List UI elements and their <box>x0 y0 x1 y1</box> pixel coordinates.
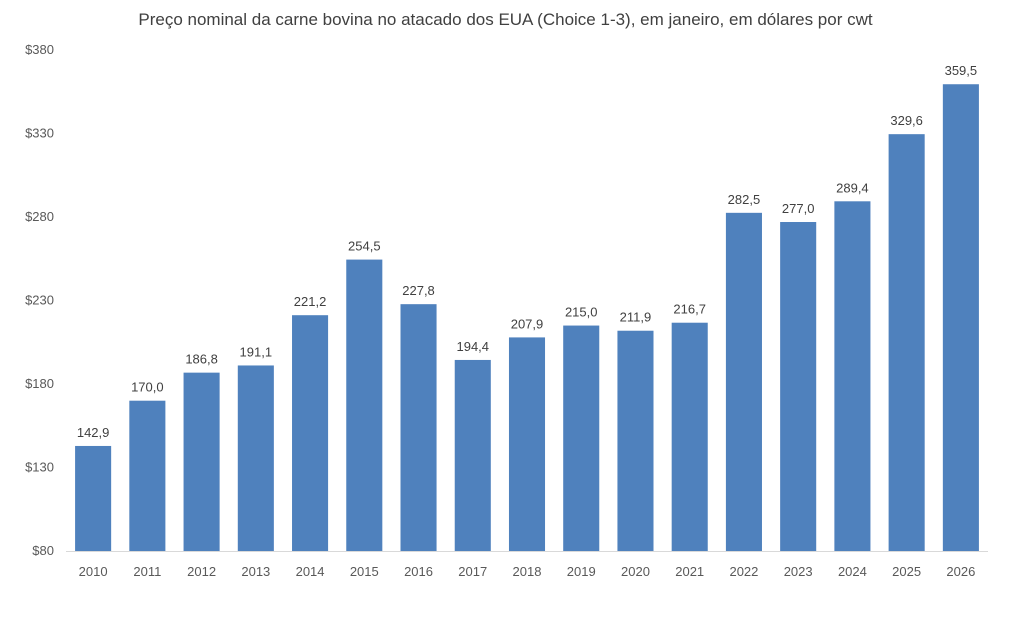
bar <box>563 325 600 551</box>
x-tick-label: 2021 <box>675 564 704 579</box>
bar <box>725 212 762 551</box>
x-tick-label: 2011 <box>133 564 161 579</box>
y-tick-label: $80 <box>32 543 54 558</box>
x-tick-label: 2025 <box>892 564 921 579</box>
data-label: 227,8 <box>402 283 435 298</box>
x-tick-label: 2020 <box>621 564 650 579</box>
data-label: 254,5 <box>348 239 381 254</box>
data-label: 221,2 <box>294 294 327 309</box>
bar <box>942 84 979 552</box>
data-label: 216,7 <box>673 302 706 317</box>
x-tick-label: 2022 <box>729 564 758 579</box>
x-tick-label: 2024 <box>838 564 867 579</box>
bar <box>834 201 871 551</box>
x-tick-label: 2010 <box>79 564 108 579</box>
bar <box>888 134 925 551</box>
data-label: 359,5 <box>945 63 978 78</box>
x-tick-label: 2016 <box>404 564 433 579</box>
x-tick-label: 2015 <box>350 564 379 579</box>
y-tick-label: $380 <box>25 42 54 57</box>
x-tick-label: 2014 <box>296 564 325 579</box>
x-tick-label: 2017 <box>458 564 487 579</box>
y-tick-label: $280 <box>25 209 54 224</box>
bar <box>237 365 274 551</box>
x-tick-label: 2018 <box>513 564 542 579</box>
data-label: 207,9 <box>511 316 544 331</box>
data-label: 329,6 <box>890 113 923 128</box>
data-label: 282,5 <box>728 192 761 207</box>
data-label: 194,4 <box>456 339 489 354</box>
data-label: 211,9 <box>620 310 652 325</box>
x-tick-label: 2023 <box>784 564 813 579</box>
y-tick-label: $180 <box>25 376 54 391</box>
bar <box>75 445 112 551</box>
bar <box>617 330 654 551</box>
bar <box>454 359 491 551</box>
bar <box>346 259 383 551</box>
bar <box>183 372 220 551</box>
data-label: 215,0 <box>565 305 598 320</box>
x-tick-label: 2019 <box>567 564 596 579</box>
bar <box>508 337 546 551</box>
chart-title: Preço nominal da carne bovina no atacado… <box>138 10 873 29</box>
data-label: 186,8 <box>185 352 218 367</box>
bar <box>671 322 708 551</box>
bar <box>400 304 437 551</box>
bar <box>292 315 329 551</box>
x-tick-label: 2013 <box>241 564 270 579</box>
x-tick-label: 2012 <box>187 564 216 579</box>
y-tick-label: $230 <box>25 293 54 308</box>
bar <box>129 400 166 551</box>
x-tick-label: 2026 <box>946 564 975 579</box>
data-label: 289,4 <box>836 180 869 195</box>
data-label: 191,1 <box>240 344 273 359</box>
data-label: 170,0 <box>131 380 164 395</box>
data-label: 142,9 <box>77 425 110 440</box>
y-tick-label: $330 <box>25 126 54 141</box>
data-label: 277,0 <box>782 201 815 216</box>
bar <box>780 222 817 551</box>
y-tick-label: $130 <box>25 460 54 475</box>
